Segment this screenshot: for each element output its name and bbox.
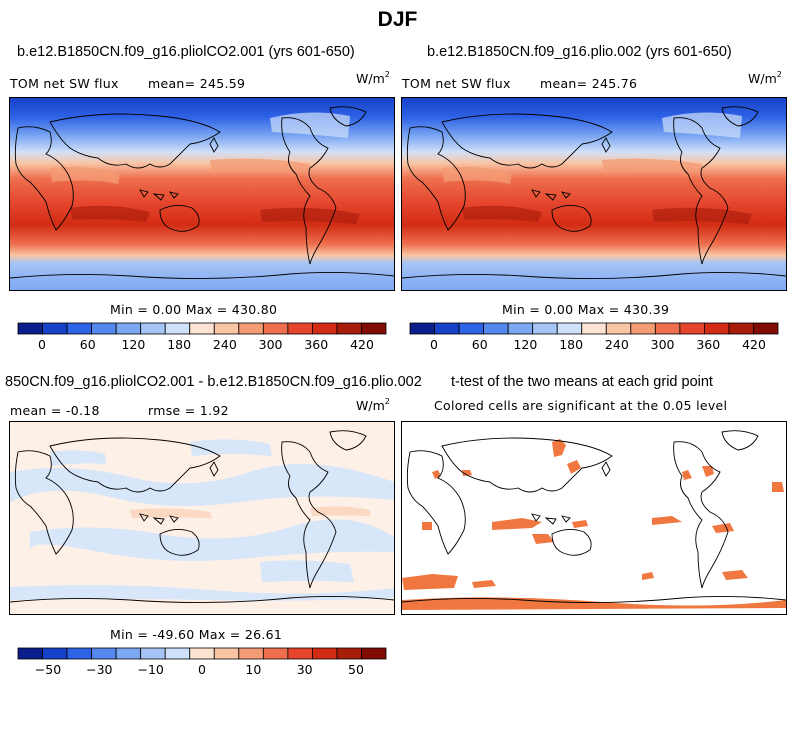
colorbar-cell [262,322,289,335]
colorbar-cell [458,322,484,335]
panel3-units: W/m2 [356,397,390,413]
colorbar-tick-label: 300 [651,337,675,352]
colorbar-tick-label: −50 [35,662,61,677]
colorbar-cell [753,322,779,335]
colorbar-cell [238,647,264,660]
colorbar-cell [42,647,68,660]
colorbar-cell [140,647,166,660]
colorbar-cell [140,322,166,335]
colorbar-cell [287,647,313,660]
panel4-title: t-test of the two means at each grid poi… [451,374,713,390]
colorbar-tick-label: 0 [198,662,206,677]
colorbar-cell [556,322,583,335]
colorbar-tick-label: 60 [80,337,96,352]
colorbar-cell [654,322,681,335]
colorbar-cell [679,322,705,335]
panel3-minmax: Min = -49.60 Max = 26.61 [110,627,283,642]
panel1-mean: mean= 245.59 [148,76,246,91]
colorbar-tick-label: 60 [472,337,488,352]
colorbar-tick-label: 0 [430,337,438,352]
colorbar-cell [164,322,191,335]
colorbar-cell [115,647,142,660]
colorbar-tick-label: 360 [304,337,328,352]
colorbar-cell [507,322,534,335]
colorbar-tick-label: 180 [167,337,191,352]
colorbar-cell [630,322,656,335]
colorbar-cell [189,322,215,335]
colorbar-cell [66,647,92,660]
colorbar-cell [91,322,117,335]
colorbar-cell [213,322,240,335]
panel2-minmax: Min = 0.00 Max = 430.39 [502,302,670,317]
colorbar-tick-label: 50 [348,662,364,677]
colorbar-cell [189,647,215,660]
colorbar-cell [409,322,435,335]
colorbar-cell [91,647,117,660]
panel4-subtitle: Colored cells are significant at the 0.0… [434,398,728,413]
colorbar-tick-label: 420 [742,337,766,352]
colorbar-cell [262,647,289,660]
panel2-map [401,97,787,291]
panel3-title: 850CN.f09_g16.pliolCO2.001 - b.e12.B1850… [5,374,422,390]
colorbar-cell [213,647,240,660]
panel3-mean: mean = -0.18 [10,403,100,418]
colorbar-cell [238,322,264,335]
colorbar-cell [17,322,43,335]
colorbar-cell [703,322,730,335]
colorbar-cell [311,322,338,335]
colorbar-cell [361,647,387,660]
colorbar-cell [164,647,191,660]
colorbar-cell [581,322,607,335]
colorbar-tick-label: −10 [137,662,163,677]
panel2-colorbar: 0 60 120 180 240 300 360 420 [409,322,779,356]
colorbar-tick-label: 180 [559,337,583,352]
colorbar-tick-label: 300 [259,337,283,352]
panel2-mean: mean= 245.76 [540,76,638,91]
panel3-map [9,421,395,615]
colorbar-tick-label: 30 [297,662,313,677]
panel1-colorbar: 0 60 120 180 240 300 360 420 [17,322,387,356]
panel1-variable: TOM net SW flux [10,76,119,91]
panel1-minmax: Min = 0.00 Max = 430.80 [110,302,278,317]
colorbar-tick-label: 10 [245,662,261,677]
colorbar-tick-label: 240 [213,337,237,352]
colorbar-cell [605,322,632,335]
colorbar-cell [66,322,92,335]
colorbar-tick-label: 0 [38,337,46,352]
colorbar-tick-label: 240 [605,337,629,352]
panel3-rmse: rmse = 1.92 [148,403,229,418]
colorbar-tick-label: −30 [86,662,112,677]
panel2-title: b.e12.B1850CN.f09_g16.plio.002 (yrs 601-… [427,44,732,60]
panel2-variable: TOM net SW flux [402,76,511,91]
colorbar-cell [336,647,362,660]
panel4-map [401,421,787,615]
colorbar-tick-label: 420 [350,337,374,352]
panel1-units: W/m2 [356,70,390,86]
colorbar-tick-label: 120 [513,337,537,352]
colorbar-cell [115,322,142,335]
colorbar-cell [728,322,754,335]
colorbar-cell [483,322,509,335]
colorbar-cell [336,322,362,335]
colorbar-tick-label: 120 [121,337,145,352]
colorbar-cell [287,322,313,335]
panel2-units: W/m2 [748,70,782,86]
colorbar-tick-label: 360 [696,337,720,352]
colorbar-cell [42,322,68,335]
colorbar-cell [17,647,43,660]
colorbar-cell [532,322,558,335]
colorbar-cell [361,322,387,335]
panel1-title: b.e12.B1850CN.f09_g16.pliolCO2.001 (yrs … [17,44,355,60]
panel3-colorbar: −50 −30 −10 0 10 30 50 [17,647,387,681]
colorbar-cell [311,647,338,660]
colorbar-cell [434,322,460,335]
panel1-map [9,97,395,291]
figure-title: DJF [377,8,418,31]
